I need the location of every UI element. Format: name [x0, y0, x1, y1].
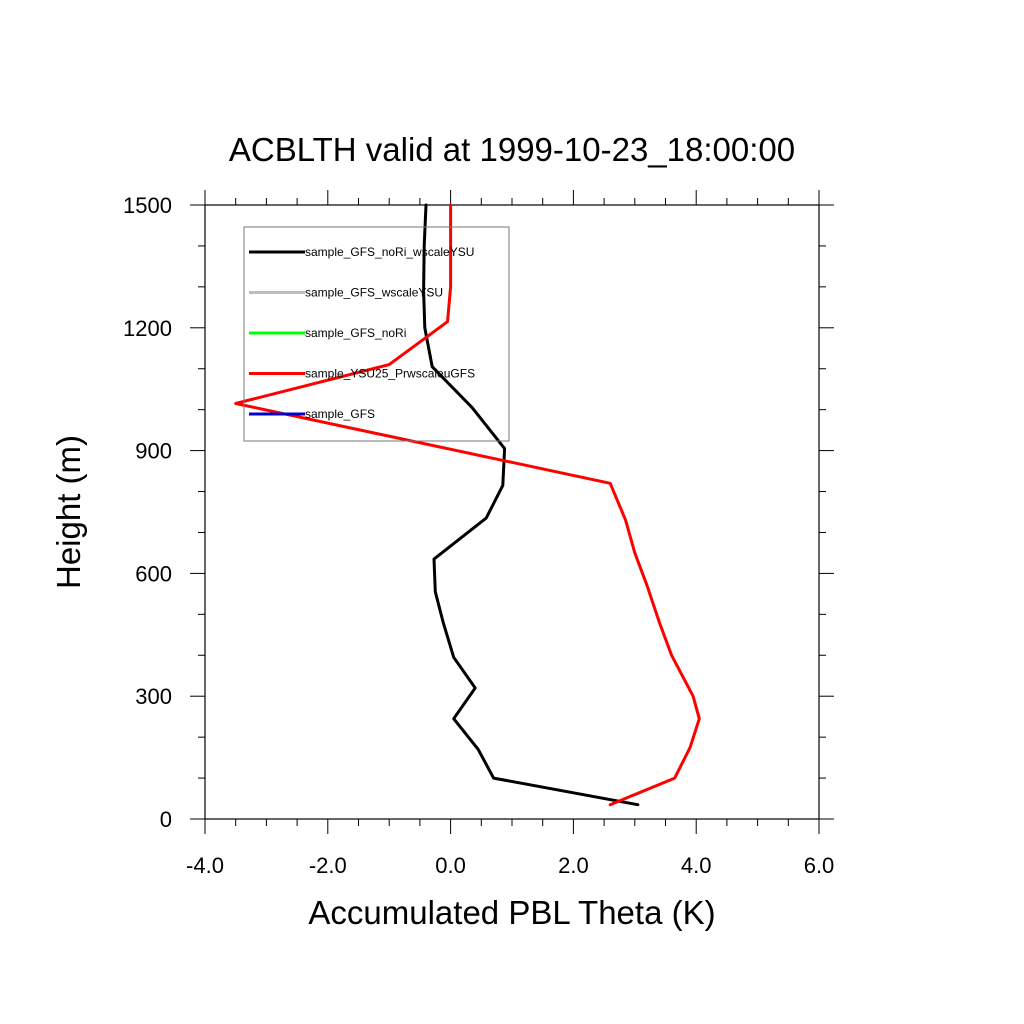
- legend-box: [243, 226, 510, 442]
- y-tick-label: 1500: [123, 193, 172, 218]
- x-tick-label: 2.0: [558, 853, 589, 878]
- legend-label: sample_GFS: [305, 407, 375, 421]
- series-line: [422, 203, 640, 807]
- x-tick-label: 0.0: [435, 853, 466, 878]
- y-axis-label: Height (m): [50, 435, 87, 589]
- legend-label: sample_GFS_wscaleYSU: [305, 286, 443, 300]
- plot-frame: [204, 204, 820, 820]
- x-tick-label: 4.0: [681, 853, 712, 878]
- legend-label: sample_YSU25_PrwscaleuGFS: [305, 367, 475, 381]
- legend-label: sample_GFS_noRi_wscaleYSU: [305, 245, 474, 259]
- legend-label: sample_GFS_noRi: [305, 326, 406, 340]
- y-tick-label: 900: [135, 439, 172, 464]
- chart-title: ACBLTH valid at 1999-10-23_18:00:00: [229, 131, 795, 168]
- plot-area: -4.0 -2.0 0.0 2.0 4.0 6.0 0 300 600 900 1200 1500: [123, 190, 834, 878]
- series-line: [234, 203, 701, 807]
- y-tick-label: 600: [135, 561, 172, 586]
- x-tick-label: 6.0: [804, 853, 835, 878]
- y-tick-label: 300: [135, 684, 172, 709]
- y-tick-label: 0: [160, 807, 172, 832]
- legend: sample_GFS_noRi_wscaleYSU sample_GFS_wsca…: [243, 226, 510, 442]
- x-tick-label: -2.0: [309, 853, 347, 878]
- y-tick-label: 1200: [123, 316, 172, 341]
- x-axis-label: Accumulated PBL Theta (K): [308, 894, 715, 931]
- x-tick-label: -4.0: [186, 853, 224, 878]
